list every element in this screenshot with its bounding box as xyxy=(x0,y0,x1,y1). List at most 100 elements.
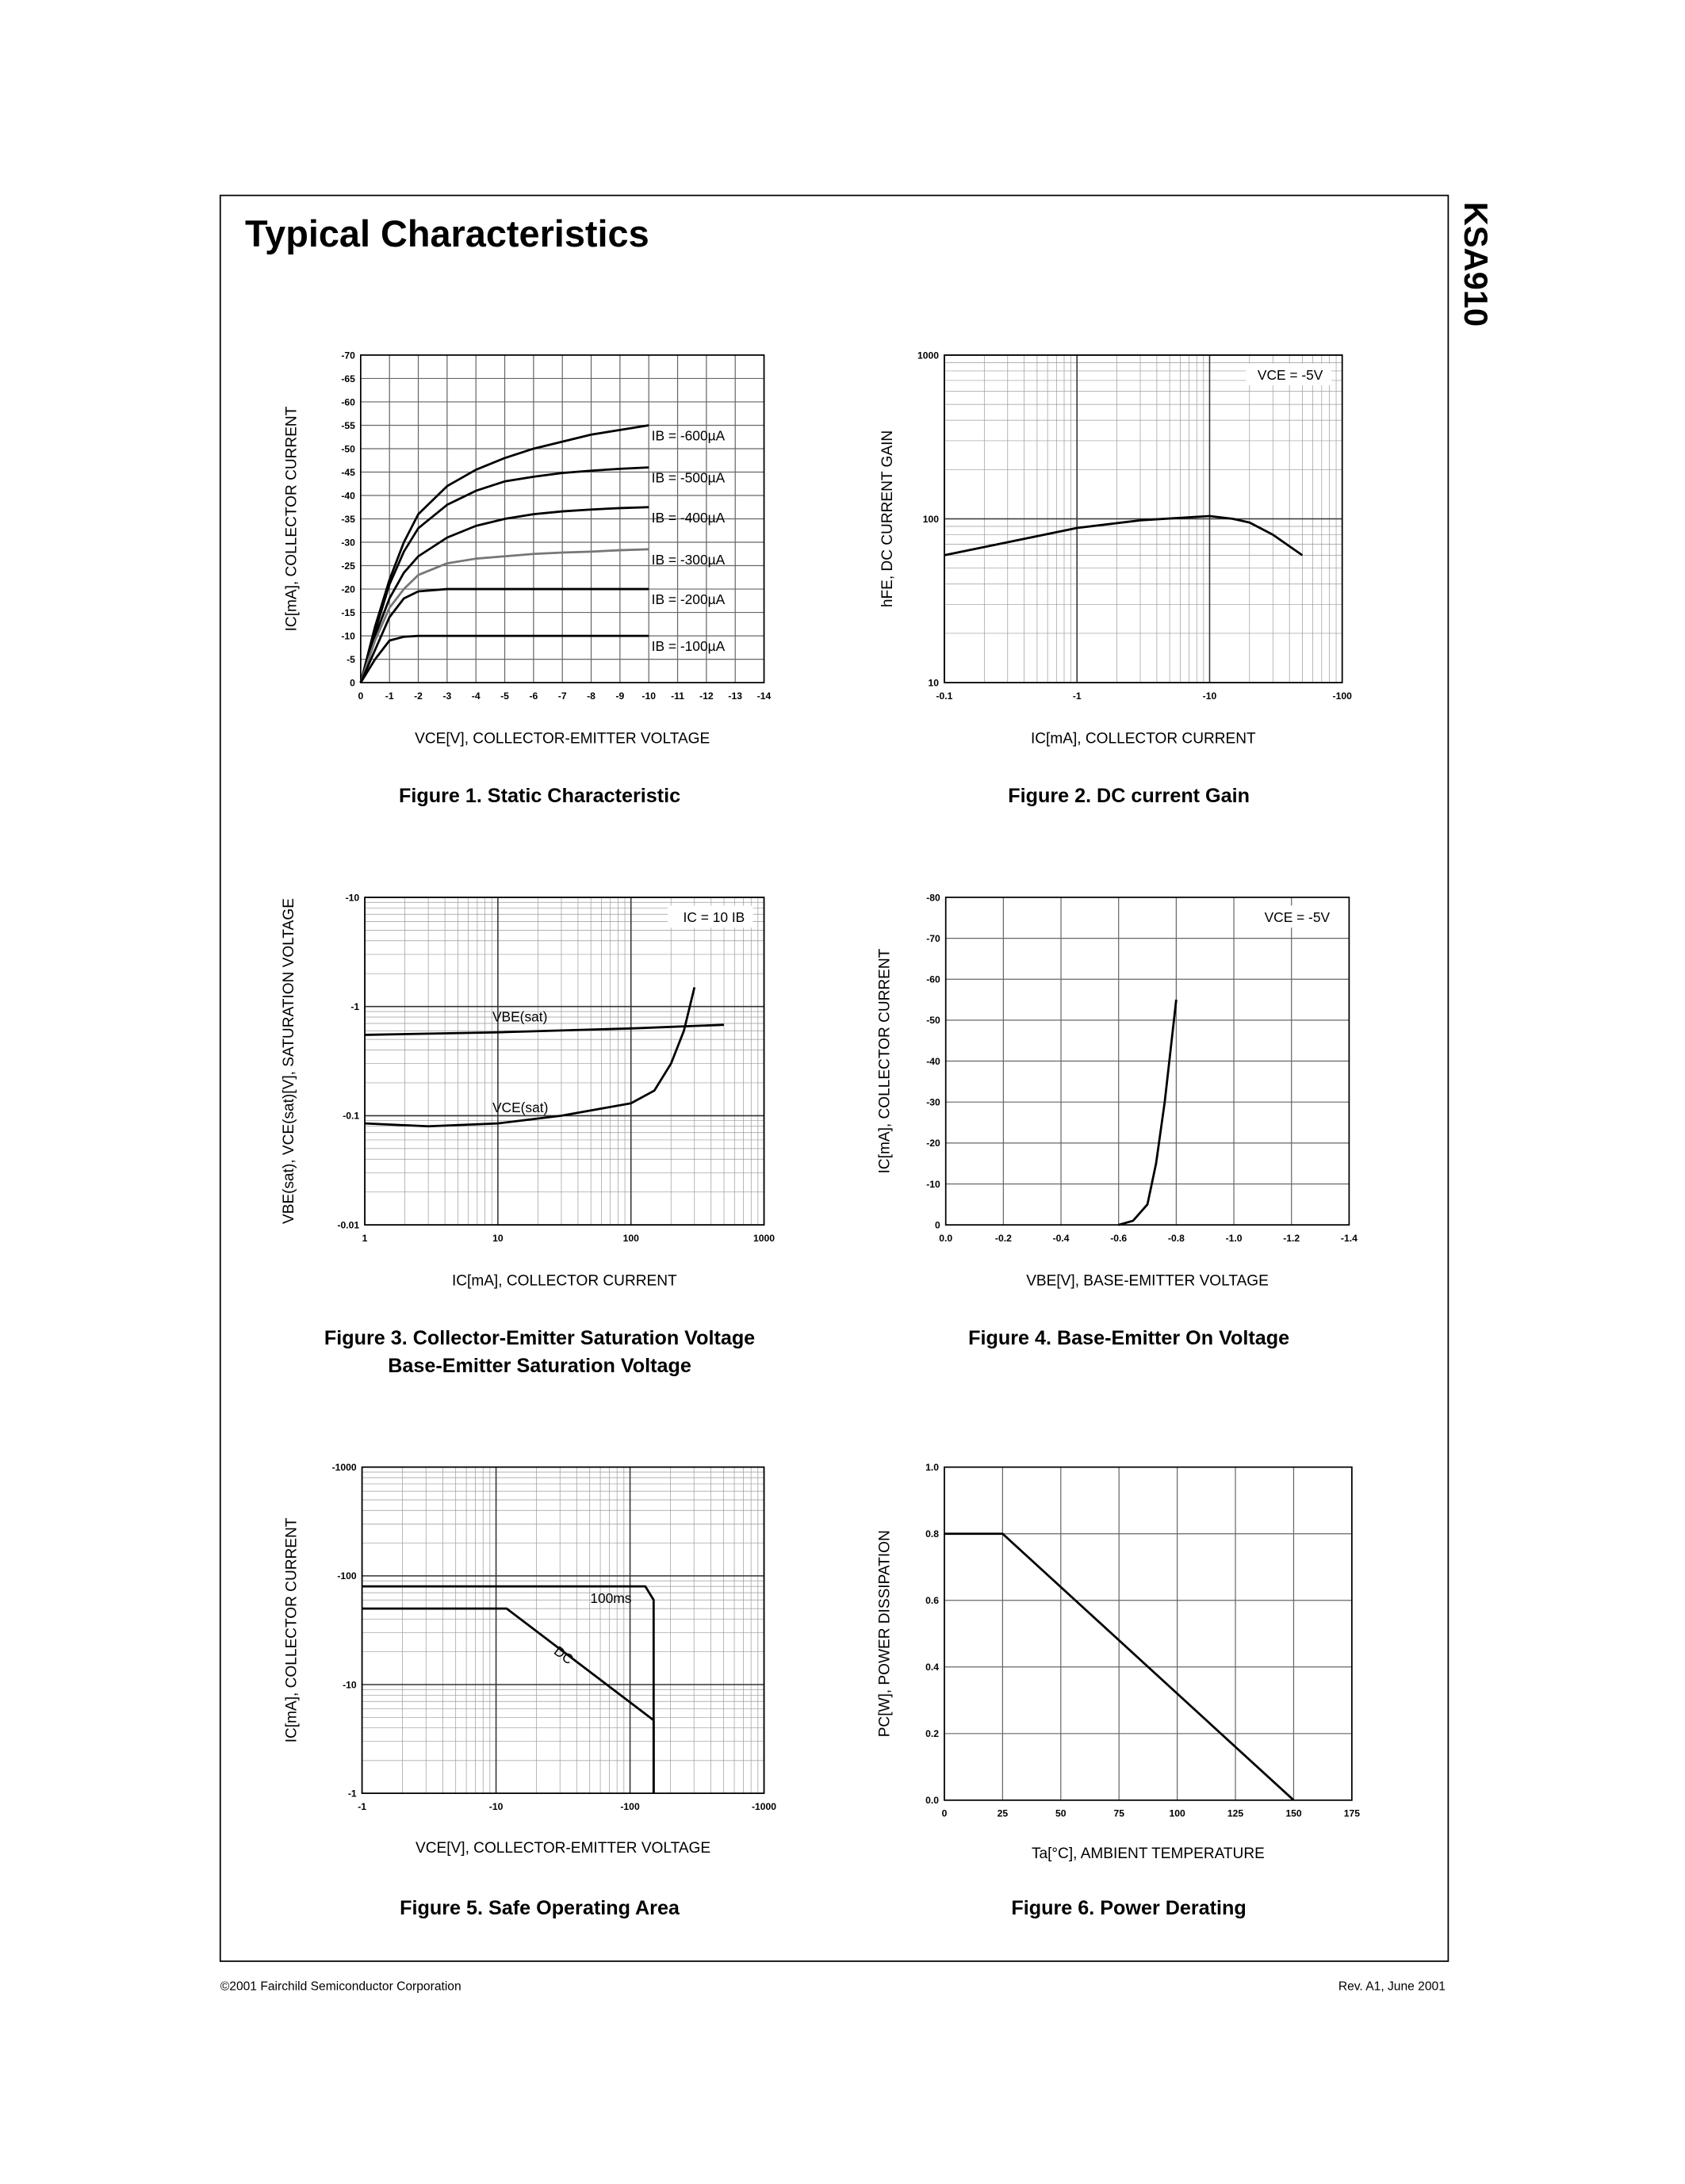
x-tick-label: -9 xyxy=(615,690,624,702)
data-line xyxy=(359,506,649,683)
annotation-box xyxy=(1246,363,1331,386)
figure-caption: Figure 4. Base-Emitter On Voltage xyxy=(968,1327,1289,1349)
annotation: VCE = -5V xyxy=(1265,909,1331,925)
x-tick-label: -11 xyxy=(671,690,684,702)
y-tick-label: -70 xyxy=(341,350,355,361)
x-tick-label: -12 xyxy=(699,690,714,702)
x-tick-label: 0 xyxy=(358,690,363,702)
y-tick-label: -1 xyxy=(348,1788,357,1799)
y-tick-label: -1000 xyxy=(332,1462,357,1473)
data-line xyxy=(359,466,649,683)
y-tick-label: -10 xyxy=(341,630,355,641)
plot-frame xyxy=(944,354,1343,683)
x-tick-label: -1 xyxy=(358,1801,366,1812)
x-tick-label: 100 xyxy=(623,1233,640,1244)
y-tick-label: -50 xyxy=(926,1015,940,1026)
y-tick-label: -40 xyxy=(341,490,355,501)
frame xyxy=(219,194,1449,1962)
x-tick-label: -10 xyxy=(1203,690,1217,702)
y-axis-label: IC[mA], COLLECTOR CURRENT xyxy=(283,1517,300,1742)
y-tick-label: -55 xyxy=(341,420,355,431)
figure-caption: Figure 2. DC current Gain xyxy=(1008,785,1250,807)
x-tick-label: -7 xyxy=(558,690,567,702)
y-tick-label: 0.4 xyxy=(925,1662,939,1673)
series-label: IB = -300µA xyxy=(652,552,726,568)
figure-caption: Figure 3. Collector-Emitter Saturation V… xyxy=(324,1327,755,1349)
x-tick-label: 1 xyxy=(362,1233,368,1244)
y-tick-label: 0.0 xyxy=(925,1795,939,1806)
page-title: Typical Characteristics xyxy=(245,213,649,254)
x-tick-label: -10 xyxy=(489,1801,504,1812)
y-tick-label: -45 xyxy=(341,467,355,478)
revision: Rev. A1, June 2001 xyxy=(1338,1979,1446,1993)
x-tick-label: -14 xyxy=(757,690,772,702)
series-label: IB = -200µA xyxy=(652,591,726,607)
x-axis-label: VCE[V], COLLECTOR-EMITTER VOLTAGE xyxy=(415,731,710,748)
data-line xyxy=(944,514,1304,557)
y-tick-label: -10 xyxy=(343,1679,357,1690)
x-tick-label: -5 xyxy=(500,690,509,702)
x-tick-label: -1 xyxy=(1073,690,1082,702)
y-tick-label: -60 xyxy=(341,396,355,407)
series-label: IB = -100µA xyxy=(652,638,726,654)
x-tick-label: -100 xyxy=(620,1801,640,1812)
x-tick-label: 1000 xyxy=(753,1233,775,1244)
x-axis-label: VBE[V], BASE-EMITTER VOLTAGE xyxy=(1026,1273,1269,1290)
y-tick-label: -30 xyxy=(341,537,355,548)
data-line xyxy=(944,1532,1295,1801)
x-axis-label: Ta[°C], AMBIENT TEMPERATURE xyxy=(1032,1845,1265,1862)
x-tick-label: 150 xyxy=(1285,1808,1302,1819)
data-line xyxy=(365,1023,725,1036)
x-tick-label: -3 xyxy=(442,690,451,702)
y-tick-label: -10 xyxy=(926,1179,940,1190)
x-tick-label: 25 xyxy=(998,1808,1009,1819)
y-tick-label: 0.2 xyxy=(925,1728,939,1739)
data-line xyxy=(359,424,649,683)
annotation-box xyxy=(668,905,753,928)
x-tick-label: 0.0 xyxy=(939,1233,952,1244)
x-tick-label: 75 xyxy=(1113,1808,1124,1819)
data-line xyxy=(362,1607,655,1794)
y-tick-label: -1 xyxy=(350,1001,359,1012)
x-tick-label: -0.8 xyxy=(1168,1233,1185,1244)
y-tick-label: -30 xyxy=(926,1097,940,1108)
x-tick-label: -100 xyxy=(1333,690,1353,702)
x-tick-label: -1.4 xyxy=(1341,1233,1358,1244)
y-tick-label: -5 xyxy=(347,654,355,665)
x-tick-label: 125 xyxy=(1227,1808,1244,1819)
y-tick-label: -65 xyxy=(341,373,355,384)
plot-frame xyxy=(944,1466,1353,1801)
y-tick-label: -20 xyxy=(341,583,355,595)
y-tick-label: -20 xyxy=(926,1138,940,1149)
y-tick-label: 0.8 xyxy=(925,1528,939,1540)
y-tick-label: -35 xyxy=(341,514,355,525)
x-tick-label: -0.6 xyxy=(1110,1233,1127,1244)
x-tick-label: -6 xyxy=(529,690,538,702)
annotation: IC = 10 IB xyxy=(684,909,745,925)
x-tick-label: -4 xyxy=(472,690,481,702)
y-axis-label: hFE, DC CURRENT GAIN xyxy=(879,430,896,607)
y-axis-label: IC[mA], COLLECTOR CURRENT xyxy=(283,406,300,631)
copyright: ©2001 Fairchild Semiconductor Corporatio… xyxy=(220,1979,461,1993)
y-tick-label: -25 xyxy=(341,560,355,572)
data-line xyxy=(359,548,649,683)
x-tick-label: -1.0 xyxy=(1226,1233,1243,1244)
y-tick-label: -0.1 xyxy=(343,1111,359,1122)
y-tick-label: -10 xyxy=(346,892,360,903)
series-label: VCE(sat) xyxy=(492,1100,548,1115)
y-axis-label: PC[W], POWER DISSIPATION xyxy=(877,1530,894,1737)
y-tick-label: -0.01 xyxy=(337,1219,359,1230)
x-tick-label: 50 xyxy=(1055,1808,1067,1819)
series-label: 100ms xyxy=(590,1590,631,1606)
y-tick-label: -15 xyxy=(341,607,355,618)
y-tick-label: -70 xyxy=(926,933,940,944)
x-tick-label: -1.2 xyxy=(1283,1233,1300,1244)
figure-caption: Base-Emitter Saturation Voltage xyxy=(388,1355,691,1377)
y-tick-label: 10 xyxy=(929,677,940,688)
x-axis-label: IC[mA], COLLECTOR CURRENT xyxy=(1031,731,1256,748)
x-tick-label: -1 xyxy=(385,690,394,702)
plot-frame xyxy=(364,897,765,1226)
series-label: IB = -500µA xyxy=(652,470,726,486)
